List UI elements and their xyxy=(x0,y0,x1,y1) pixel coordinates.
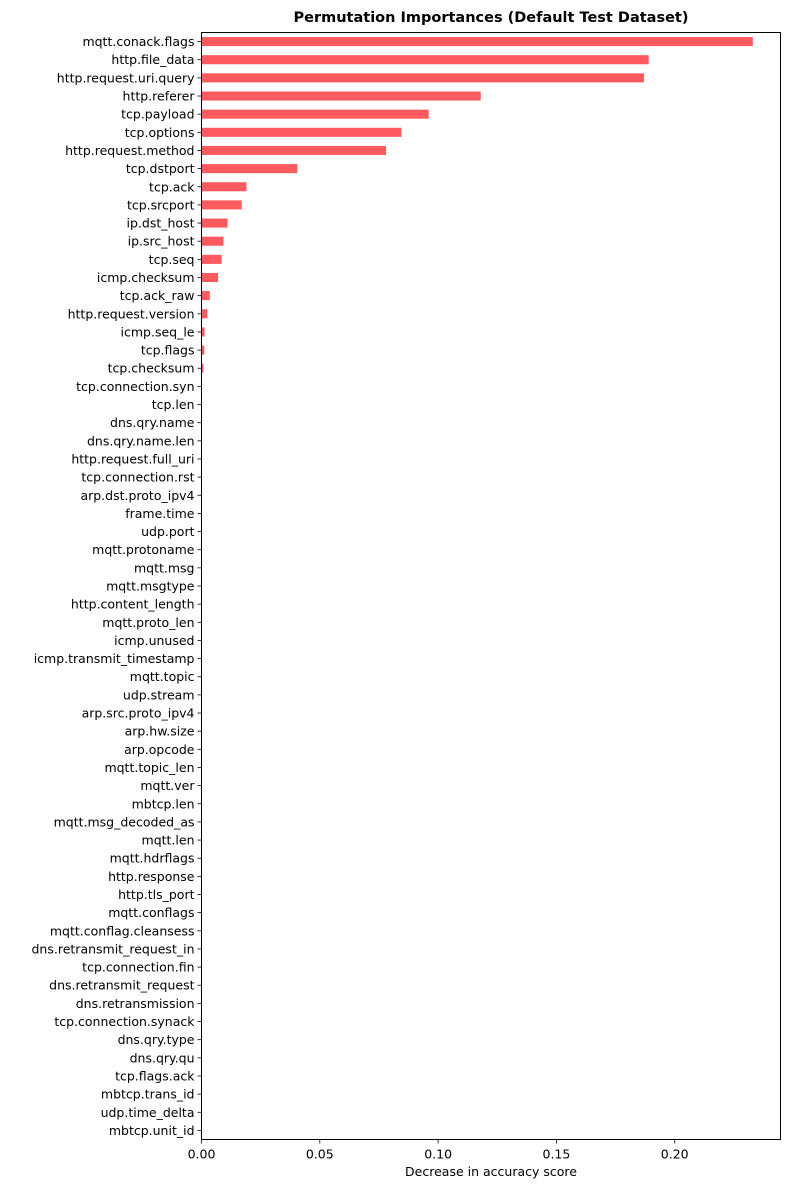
x-axis-ticks: 0.00 0.05 0.10 0.15 0.20 xyxy=(188,1139,689,1162)
bar-ip-dst-host xyxy=(201,218,228,228)
y-tick-label: dns.qry.name.len xyxy=(87,433,195,448)
bar-http-file-data xyxy=(201,55,649,65)
y-tick-label: http.tls_port xyxy=(118,887,194,902)
y-axis-ticks: mqtt.conack.flags http.file_data http.requ… xyxy=(32,34,202,1138)
x-tick-label: 0.00 xyxy=(188,1147,216,1162)
y-tick-label: tcp.ack_raw xyxy=(120,288,195,303)
y-tick-label: http.request.version xyxy=(68,306,195,321)
x-tick-label: 0.10 xyxy=(424,1147,452,1162)
y-tick-label: mqtt.ver xyxy=(140,778,195,793)
y-tick-label: mqtt.conflag.cleansess xyxy=(50,923,195,938)
y-tick-label: icmp.transmit_timestamp xyxy=(34,651,195,666)
y-tick-label: arp.src.proto_ipv4 xyxy=(82,706,195,721)
y-tick-label: dns.qry.name xyxy=(110,415,195,430)
y-tick-label: dns.retransmit_request_in xyxy=(32,941,195,956)
y-tick-label: tcp.dstport xyxy=(126,161,195,176)
y-tick-label: mqtt.protoname xyxy=(92,542,195,557)
y-tick-label: tcp.len xyxy=(152,397,195,412)
y-tick-label: mqtt.msgtype xyxy=(106,579,195,594)
y-tick-label: arp.opcode xyxy=(124,742,195,757)
y-tick-label: tcp.flags xyxy=(141,343,195,358)
y-tick-label: mqtt.topic xyxy=(130,669,195,684)
y-tick-label: tcp.ack xyxy=(149,179,195,194)
bar-tcp-dstport xyxy=(201,164,298,174)
bar-icmp-seq-le xyxy=(201,327,205,337)
y-tick-label: tcp.options xyxy=(125,125,195,140)
y-tick-label: mqtt.topic_len xyxy=(104,760,194,775)
bar-http-request-method xyxy=(201,145,387,155)
bar-tcp-payload xyxy=(201,109,429,119)
y-tick-label: mqtt.conack.flags xyxy=(82,34,194,49)
y-tick-label: dns.qry.type xyxy=(118,1032,195,1047)
y-tick-label: mqtt.proto_len xyxy=(102,615,194,630)
y-tick-label: icmp.unused xyxy=(114,633,194,648)
y-tick-label: dns.retransmission xyxy=(76,996,195,1011)
y-tick-label: tcp.srcport xyxy=(127,197,195,212)
y-tick-label: dns.retransmit_request xyxy=(49,978,194,993)
y-tick-label: tcp.connection.rst xyxy=(81,470,194,485)
bar-tcp-ack-raw xyxy=(201,291,210,301)
y-tick-label: mqtt.len xyxy=(142,833,195,848)
y-tick-label: dns.qry.qu xyxy=(130,1050,195,1065)
y-tick-label: http.request.uri.query xyxy=(57,70,195,85)
bar-http-referer xyxy=(201,91,481,101)
y-tick-label: http.file_data xyxy=(111,52,194,67)
y-tick-label: icmp.checksum xyxy=(97,270,195,285)
y-tick-label: http.response xyxy=(108,869,195,884)
y-tick-label: arp.hw.size xyxy=(125,724,195,739)
y-tick-label: http.request.method xyxy=(65,143,194,158)
bar-icmp-checksum xyxy=(201,272,219,283)
bar-tcp-ack xyxy=(201,182,247,192)
bar-http-request-version xyxy=(201,309,208,319)
y-tick-label: frame.time xyxy=(125,506,195,521)
x-axis-label: Decrease in accuracy score xyxy=(405,1164,577,1179)
bar-tcp-checksum xyxy=(201,363,204,373)
y-tick-label: http.referer xyxy=(123,89,196,104)
bar-tcp-flags xyxy=(201,345,205,355)
y-tick-label: tcp.connection.fin xyxy=(82,960,194,975)
y-tick-label: tcp.connection.syn xyxy=(76,379,194,394)
y-tick-label: mqtt.msg xyxy=(134,560,195,575)
bar-tcp-srcport xyxy=(201,200,242,210)
y-tick-label: mbtcp.unit_id xyxy=(109,1123,195,1138)
y-tick-label: icmp.seq_le xyxy=(121,324,195,339)
y-tick-label: tcp.seq xyxy=(149,252,195,267)
bar-group xyxy=(201,37,753,410)
bar-tcp-seq xyxy=(201,254,222,264)
bar-ip-src-host xyxy=(201,236,224,246)
bar-tcp-options xyxy=(201,127,402,137)
y-tick-label: mqtt.conflags xyxy=(108,905,194,920)
y-tick-label: arp.dst.proto_ipv4 xyxy=(80,488,194,503)
y-tick-label: udp.stream xyxy=(123,687,195,702)
y-tick-label: udp.port xyxy=(141,524,194,539)
y-tick-label: tcp.flags.ack xyxy=(115,1068,195,1083)
x-tick-label: 0.05 xyxy=(306,1147,334,1162)
chart-title: Permutation Importances (Default Test Da… xyxy=(294,10,689,26)
y-tick-label: mbtcp.len xyxy=(132,796,195,811)
y-tick-label: ip.src_host xyxy=(128,234,195,249)
y-tick-label: mqtt.msg_decoded_as xyxy=(54,814,195,829)
y-tick-label: http.content_length xyxy=(71,597,195,612)
y-tick-label: tcp.connection.synack xyxy=(54,1014,195,1029)
y-tick-label: mqtt.hdrflags xyxy=(110,851,195,866)
x-tick-label: 0.20 xyxy=(661,1147,689,1162)
bar-mqtt-conack-flags xyxy=(201,37,753,47)
plot-frame xyxy=(201,32,781,1140)
y-tick-label: mbtcp.trans_id xyxy=(101,1087,195,1102)
y-tick-label: udp.time_delta xyxy=(101,1105,195,1120)
x-tick-label: 0.15 xyxy=(543,1147,571,1162)
y-tick-label: ip.dst_host xyxy=(127,216,195,231)
y-tick-label: http.request.full_uri xyxy=(71,451,194,466)
bar-http-request-uri-query xyxy=(201,73,644,83)
y-tick-label: tcp.checksum xyxy=(108,361,195,376)
y-tick-label: tcp.payload xyxy=(121,107,194,122)
